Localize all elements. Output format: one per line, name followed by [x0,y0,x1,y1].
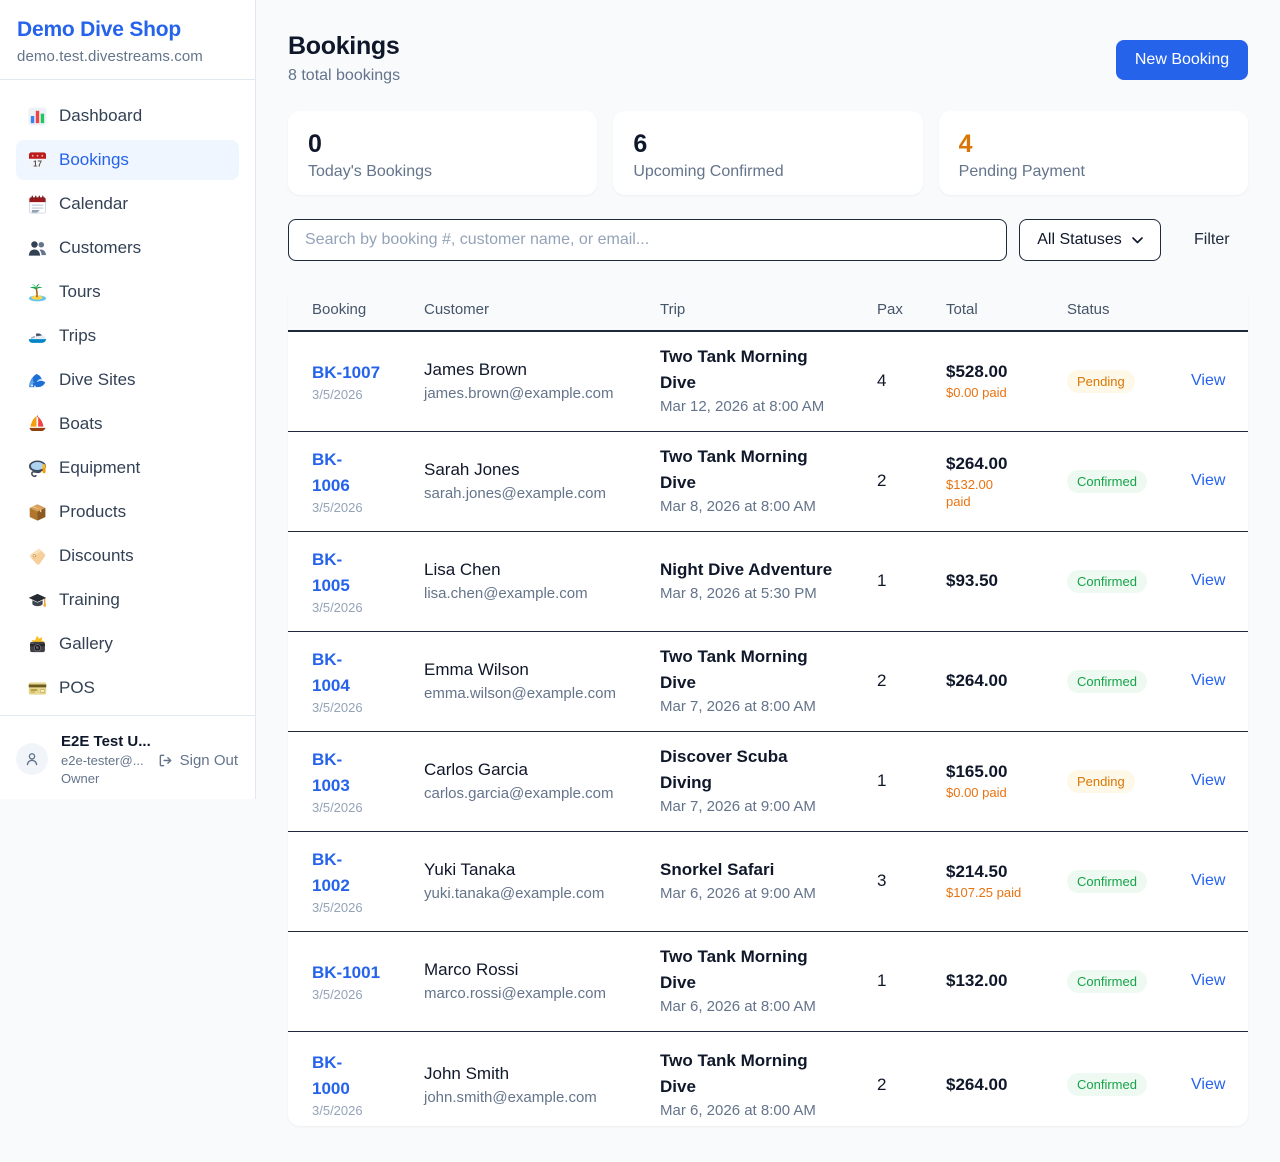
svg-text:17: 17 [33,159,42,168]
